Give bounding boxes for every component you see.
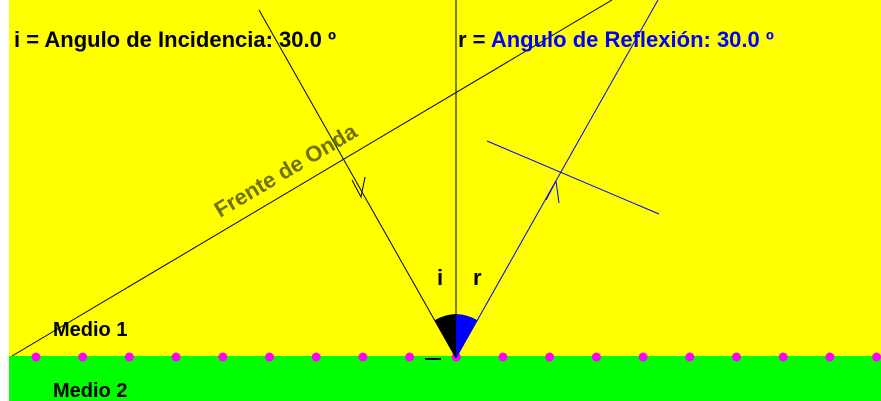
reflected-ray-arrowhead [545,179,560,204]
interface-dot [591,352,601,362]
interface-dot [872,352,881,362]
reflected-ray [455,0,659,359]
interface-dot [732,352,741,362]
medium-2-label: Medio 2 [53,380,127,401]
interface-dot [638,352,648,362]
interface-dot [265,352,274,362]
interface-dot [218,352,228,362]
angle-r-arc [456,314,477,358]
reflected-wavefront-line [486,140,660,215]
medium-1-label: Medio 1 [53,319,127,341]
interface-dot [405,352,415,362]
angle-i-label: i [437,265,443,290]
interface-dot [31,352,41,362]
incidence-angle-readout: i = Angulo de Incidencia: 30.0 º [14,27,336,52]
interface-dot [778,352,788,362]
incident-ray-arrowhead [351,176,366,199]
incident-wavefront-line [11,0,613,357]
angle-i-arc [435,314,456,358]
reflection-angle-readout: r = Angulo de Reflexión: 30.0 º [458,27,774,52]
interface-dot [78,352,88,362]
reflection-readout-text: Angulo de Reflexión: 30.0 º [491,27,774,52]
interface-dot [498,352,508,362]
medium-1-region [9,0,881,356]
interface-dot [124,352,134,362]
angle-r-label: r [473,265,482,290]
interface-dot [311,352,321,362]
interface-dot [358,352,368,362]
medium-2-region [9,356,881,401]
interface-dots [31,352,881,362]
interface-dot [685,352,695,362]
incident-ray [258,9,457,359]
reflection-symbol: r = [458,27,491,52]
interface-dot [545,352,555,362]
interface-dot [825,352,835,362]
interface-dot [171,352,181,362]
